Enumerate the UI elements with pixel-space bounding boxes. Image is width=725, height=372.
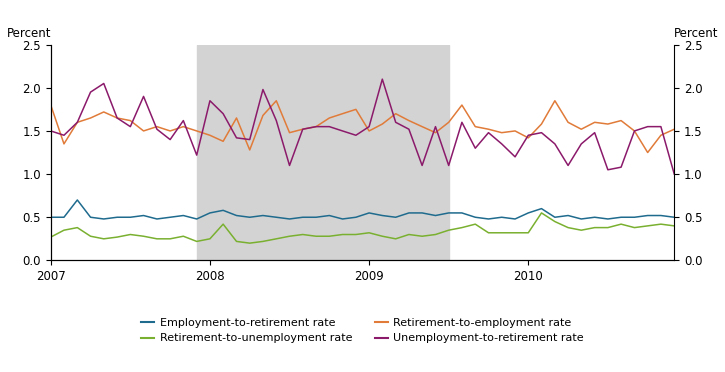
Text: Percent: Percent — [7, 27, 51, 40]
Text: Percent: Percent — [674, 27, 718, 40]
Legend: Employment-to-retirement rate, Retirement-to-unemployment rate, Retirement-to-em: Employment-to-retirement rate, Retiremen… — [136, 314, 589, 348]
Bar — [196, 45, 449, 260]
